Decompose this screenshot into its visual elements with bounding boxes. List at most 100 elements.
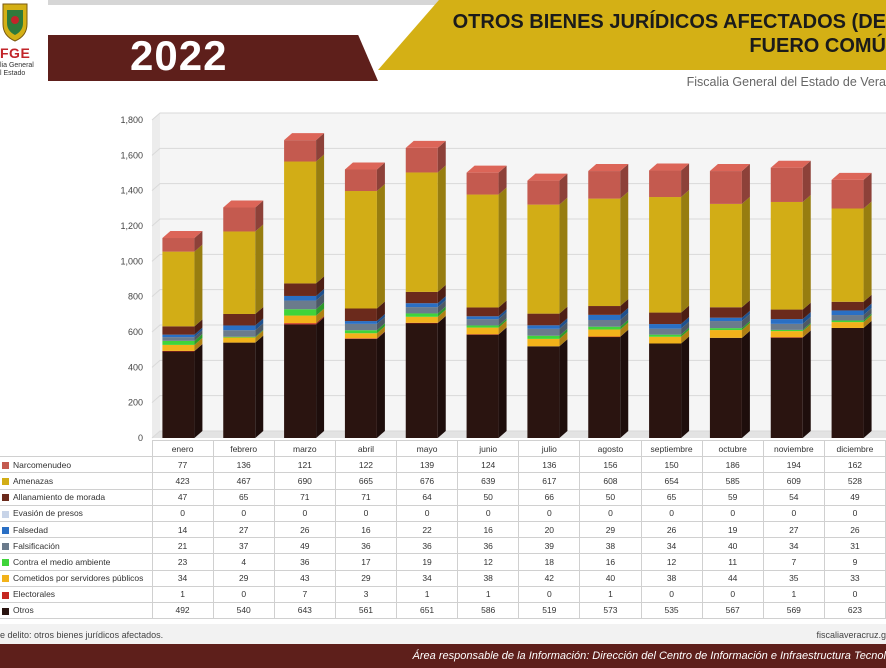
bar-segment — [649, 324, 682, 329]
legend-entry: Contra el medio ambiente — [0, 553, 153, 571]
legend-entry: Otros — [0, 601, 153, 620]
table-row: Allanamiento de morada 47 65 71 71 64 50 66 50 65… — [0, 488, 886, 506]
bar-segment — [284, 309, 317, 316]
gridline — [151, 147, 886, 156]
bar-segment — [831, 208, 864, 302]
table-cell: 12 — [640, 553, 703, 571]
bar-segment — [831, 179, 864, 209]
table-cell: 0 — [579, 504, 642, 522]
gridline — [151, 253, 886, 262]
table-cell: 0 — [701, 585, 764, 603]
legend-label: Cometidos por servidores públicos — [13, 573, 144, 584]
bar-segment-side — [376, 331, 385, 339]
seal-icon — [2, 3, 28, 42]
bar-segment-side — [376, 326, 385, 339]
table-cell: 44 — [701, 569, 764, 587]
table-cell: 139 — [395, 456, 459, 474]
bar-segment-side — [620, 329, 629, 438]
bar-segment — [831, 327, 864, 438]
y-tick-label: 1,000 — [120, 256, 143, 266]
bar-segment — [649, 334, 682, 337]
bar-segment-side — [498, 320, 507, 335]
bar-segment-side — [498, 309, 507, 320]
bar-segment — [162, 350, 195, 352]
bar-segment-side — [194, 333, 203, 345]
table-cell: 1 — [762, 585, 825, 603]
bar-segment-side — [681, 327, 690, 337]
bar-segment — [770, 319, 803, 324]
bar-segment-side — [376, 314, 385, 324]
gridline — [151, 430, 886, 439]
bar-segment — [770, 329, 803, 332]
legend-swatch — [2, 462, 9, 470]
bar-segment-side — [316, 293, 325, 310]
bar-top — [831, 172, 872, 180]
table-column-header: octubre — [701, 439, 764, 458]
bar-top — [649, 163, 690, 171]
bar-segment — [223, 325, 256, 331]
bar-segment-side — [316, 154, 325, 284]
table-cell: 3 — [334, 585, 398, 603]
table-cell: 0 — [823, 504, 886, 522]
bar-segment-side — [559, 331, 568, 347]
table-cell: 49 — [823, 488, 886, 506]
table-row: Falsificación 21 37 49 36 36 36 39 38 34 40 34 31 — [0, 537, 886, 555]
bar-segment-side — [863, 201, 872, 302]
bar-top — [284, 133, 325, 141]
bar-top — [527, 173, 568, 181]
bar-segment-side — [620, 329, 629, 337]
table-header-row: enero febrero marzo abril mayo junio julio agos… — [0, 439, 886, 458]
header-gray-band — [48, 0, 468, 5]
bar-segment-side — [316, 308, 325, 324]
page-title-line2: FUERO COMÚ — [749, 35, 886, 57]
bar-segment-side — [255, 224, 264, 314]
table-column-header: diciembre — [823, 439, 886, 458]
legend-swatch — [2, 575, 9, 583]
table-cell: 66 — [518, 488, 581, 506]
bar-top — [770, 160, 811, 168]
bar-segment-side — [741, 300, 750, 318]
legend-entry: Allanamiento de morada — [0, 488, 153, 506]
page-subtitle: Fiscalia General del Estado de Vera — [686, 75, 886, 89]
bar-segment-side — [802, 324, 811, 338]
bar-segment — [284, 283, 317, 296]
table-cell: 136 — [212, 456, 275, 474]
footer-website-link[interactable]: fiscaliaveracruz.g — [816, 630, 886, 640]
bar-segment — [831, 310, 864, 316]
bar-segment — [770, 309, 803, 320]
bar-segment — [405, 313, 438, 317]
gridline — [151, 289, 886, 298]
table-cell: 43 — [273, 569, 336, 587]
bar-segment — [405, 322, 438, 324]
bar-segment-side — [437, 309, 446, 323]
table-cell: 36 — [334, 537, 398, 555]
table-cell: 47 — [151, 488, 214, 506]
bar-segment — [709, 321, 742, 329]
bar-segment-side — [255, 306, 264, 326]
legend-label: Falsificación — [13, 540, 60, 551]
bar-segment-side — [194, 343, 203, 352]
table-cell: 186 — [701, 456, 764, 474]
bar-segment-side — [802, 312, 811, 324]
bar-segment — [466, 325, 499, 328]
bar-segment-side — [437, 315, 446, 323]
bar-top — [405, 140, 446, 148]
bar-segment-side — [498, 318, 507, 328]
table-cell: 20 — [518, 520, 581, 539]
table-cell: 0 — [640, 504, 703, 522]
bar-segment-side — [194, 327, 203, 338]
header: OTROS BIENES JURÍDICOS AFECTADOS (DE FUE… — [0, 0, 886, 110]
table-row: Contra el medio ambiente 23 4 36 17 19 12 18 16 1… — [0, 553, 886, 571]
table-cell: 150 — [640, 456, 703, 474]
data-table: enero febrero marzo abril mayo junio julio agos… — [0, 439, 886, 620]
bar-segment — [344, 338, 377, 339]
legend-swatch — [2, 591, 9, 599]
bar-segment — [344, 333, 377, 339]
table-cell: 121 — [273, 456, 336, 474]
table-cell: 19 — [701, 520, 764, 539]
bar-segment-side — [863, 315, 872, 328]
table-cell: 50 — [579, 488, 642, 506]
chart-bars — [162, 133, 872, 438]
table-cell: 0 — [518, 585, 581, 603]
table-cell: 7 — [273, 585, 336, 603]
